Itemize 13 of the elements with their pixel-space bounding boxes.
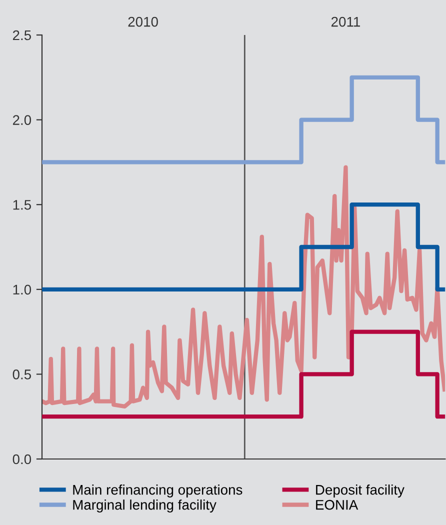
y-tick-label: 1.5: [13, 200, 32, 210]
legend-label: EONIA: [316, 500, 358, 510]
y-tick-label: 2.5: [12, 30, 32, 40]
y-tick-label: 0.5: [12, 370, 32, 380]
legend-label: Deposit facility: [316, 484, 404, 498]
line-series: [42, 165, 446, 409]
x-tick-label: 2011: [331, 16, 360, 27]
legend-label: Marginal lending facility: [73, 500, 216, 512]
y-tick-label: 1.0: [13, 284, 32, 295]
x-tick-label: 2010: [128, 16, 158, 27]
y-tick-label: 0.0: [12, 454, 32, 464]
y-tick-label: 2.0: [12, 115, 32, 125]
legend-label: Main refinancing operations: [73, 484, 242, 498]
